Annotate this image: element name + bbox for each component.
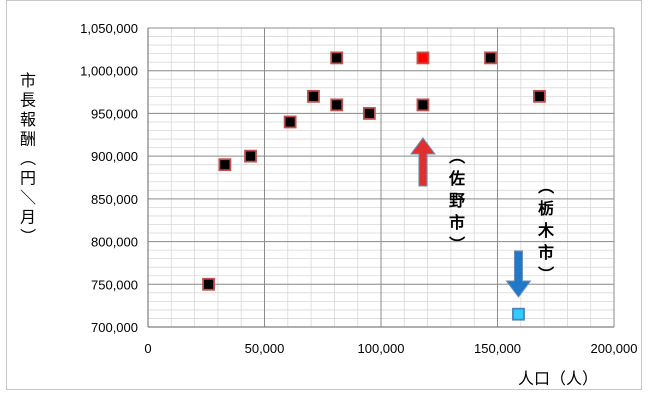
data-point xyxy=(330,51,344,65)
annotation-char: 栃 xyxy=(538,199,554,218)
data-point xyxy=(330,98,344,112)
annotation-char: 市 xyxy=(449,213,465,232)
data-point xyxy=(362,107,376,120)
y-axis-title-char: 酬 xyxy=(20,130,36,149)
x-tick-label: 100,000 xyxy=(358,341,405,356)
data-point xyxy=(218,158,232,172)
data-point xyxy=(244,149,257,163)
data-point xyxy=(533,89,546,103)
annotation-char: 佐 xyxy=(448,169,465,188)
y-axis-title-char: 月 xyxy=(20,208,36,227)
annotation-char: 市 xyxy=(538,243,554,262)
y-tick-label: 850,000 xyxy=(91,192,138,207)
y-axis-title-char: 長 xyxy=(20,91,36,110)
data-points xyxy=(202,51,546,321)
y-tick-label: 800,000 xyxy=(91,235,138,250)
y-axis-title-char: ／ xyxy=(18,189,37,205)
data-point xyxy=(307,89,320,103)
x-tick-label: 200,000 xyxy=(591,341,638,356)
y-tick-label: 900,000 xyxy=(91,149,138,164)
annotation-char: （ xyxy=(536,178,555,194)
x-tick-label: 150,000 xyxy=(474,341,521,356)
data-point xyxy=(416,98,430,112)
y-axis-title-char: （ xyxy=(18,150,37,166)
arrow-down-icon xyxy=(505,250,532,298)
y-axis-title-char: 報 xyxy=(20,110,36,129)
x-tick-labels: 0 50,000 100,000 150,000 200,000 xyxy=(144,341,637,356)
annotation-char: ） xyxy=(447,236,466,252)
y-tick-label: 750,000 xyxy=(91,277,138,292)
data-point xyxy=(512,307,525,321)
y-axis-title-char: ） xyxy=(18,228,37,244)
x-tick-label: 50,000 xyxy=(245,341,285,356)
y-tick-label: 1,000,000 xyxy=(80,64,138,79)
data-point xyxy=(484,51,497,65)
annotation-sano: （ 佐野市 ） xyxy=(447,148,466,252)
axes xyxy=(147,28,614,328)
y-axis-title-char: 市 xyxy=(20,71,36,90)
arrow-up-icon xyxy=(409,137,436,187)
data-point xyxy=(416,51,430,65)
x-axis-title: 人口（人） xyxy=(518,369,598,388)
annotation-labels: （佐野市）（栃木市） xyxy=(447,148,555,282)
y-tick-labels: 700,000 750,000 800,000 850,000 900,000 950,0… xyxy=(80,21,138,335)
annotation-char: ） xyxy=(536,266,555,282)
data-point xyxy=(202,277,215,291)
annotation-char: 木 xyxy=(537,221,555,240)
annotation-tochigi: （ 栃木市 ） xyxy=(536,178,555,282)
y-tick-label: 950,000 xyxy=(91,106,138,121)
y-tick-label: 700,000 xyxy=(91,320,138,335)
annotation-char: （ xyxy=(447,148,466,164)
data-point xyxy=(283,115,297,129)
annotation-char: 野 xyxy=(449,191,465,210)
chart-frame xyxy=(6,0,642,390)
y-axis-title-char: 円 xyxy=(20,169,36,188)
x-tick-label: 0 xyxy=(144,341,151,356)
y-tick-label: 1,050,000 xyxy=(80,21,138,36)
annotation-arrows xyxy=(409,137,532,298)
